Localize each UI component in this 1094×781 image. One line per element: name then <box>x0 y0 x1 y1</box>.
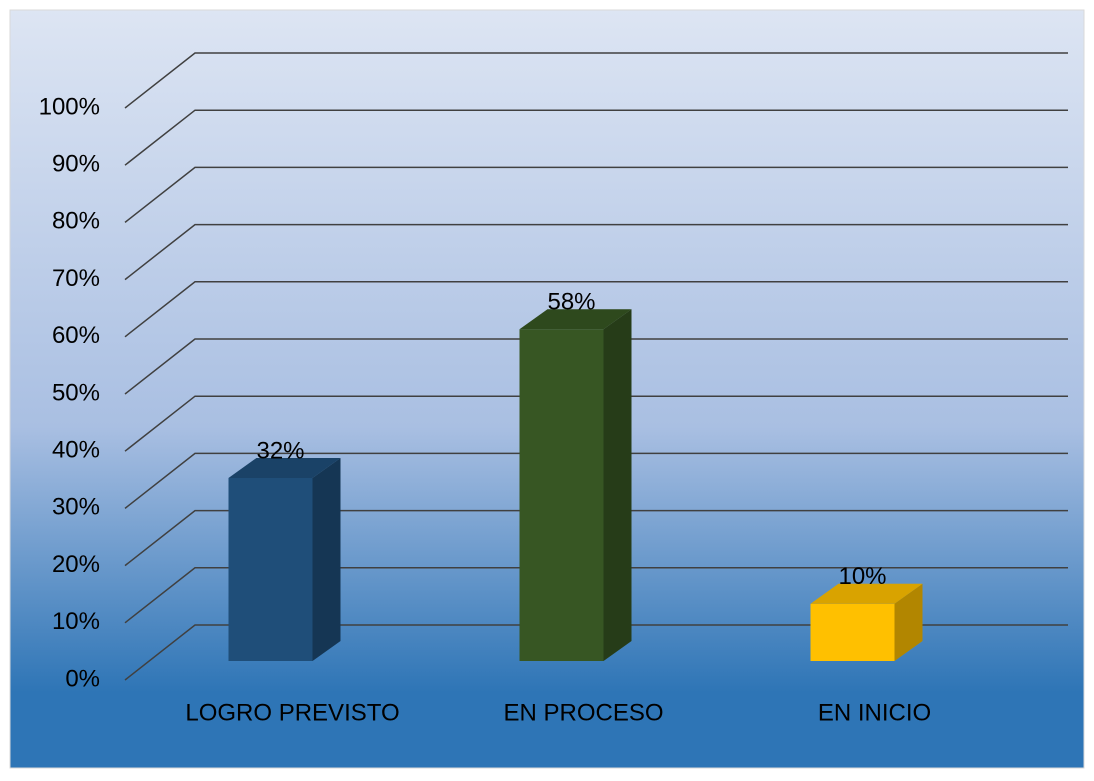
bar-top <box>519 309 632 330</box>
data-label: 58% <box>547 289 595 316</box>
y-tick-label: 100% <box>39 93 100 120</box>
y-tick-label: 20% <box>52 551 100 578</box>
y-tick-label: 0% <box>65 665 100 692</box>
bar-top-shade <box>228 457 341 478</box>
bar-top <box>810 583 923 604</box>
grid-line <box>124 166 1068 223</box>
grid-line <box>124 567 1068 624</box>
bar-side-shade <box>894 583 923 661</box>
data-label: 32% <box>256 437 304 464</box>
grid-line <box>124 452 1068 509</box>
y-tick-label: 60% <box>52 322 100 349</box>
bar <box>228 477 313 661</box>
bar-side-shade <box>603 309 632 661</box>
grid-line <box>124 109 1068 166</box>
y-tick-label: 40% <box>52 437 100 464</box>
grid-line <box>124 509 1068 567</box>
x-tick-label: LOGRO PREVISTO <box>185 699 399 726</box>
y-tick-label: 90% <box>52 151 100 178</box>
y-tick-label: 80% <box>52 208 100 235</box>
grid-line <box>124 395 1068 452</box>
grid-line <box>124 338 1068 395</box>
bar-top-shade <box>519 309 632 330</box>
bar-side <box>603 309 632 661</box>
bar-top <box>228 457 341 478</box>
y-tick-label: 30% <box>52 494 100 521</box>
bar-side <box>312 457 341 661</box>
y-tick-label: 50% <box>52 379 100 406</box>
y-tick-label: 10% <box>52 608 100 635</box>
grid-line <box>124 223 1068 281</box>
bar-side <box>894 583 923 661</box>
x-tick-label: EN PROCESO <box>503 699 663 726</box>
grid-line <box>124 52 1068 109</box>
bar-top-shade <box>810 583 923 604</box>
grid-line <box>124 624 1068 681</box>
grid-line <box>124 281 1068 338</box>
bar <box>810 603 895 661</box>
y-tick-label: 70% <box>52 265 100 292</box>
x-tick-label: EN INICIO <box>818 699 931 726</box>
bar <box>519 329 604 661</box>
bar-side-shade <box>312 457 341 661</box>
data-label: 10% <box>838 563 886 590</box>
